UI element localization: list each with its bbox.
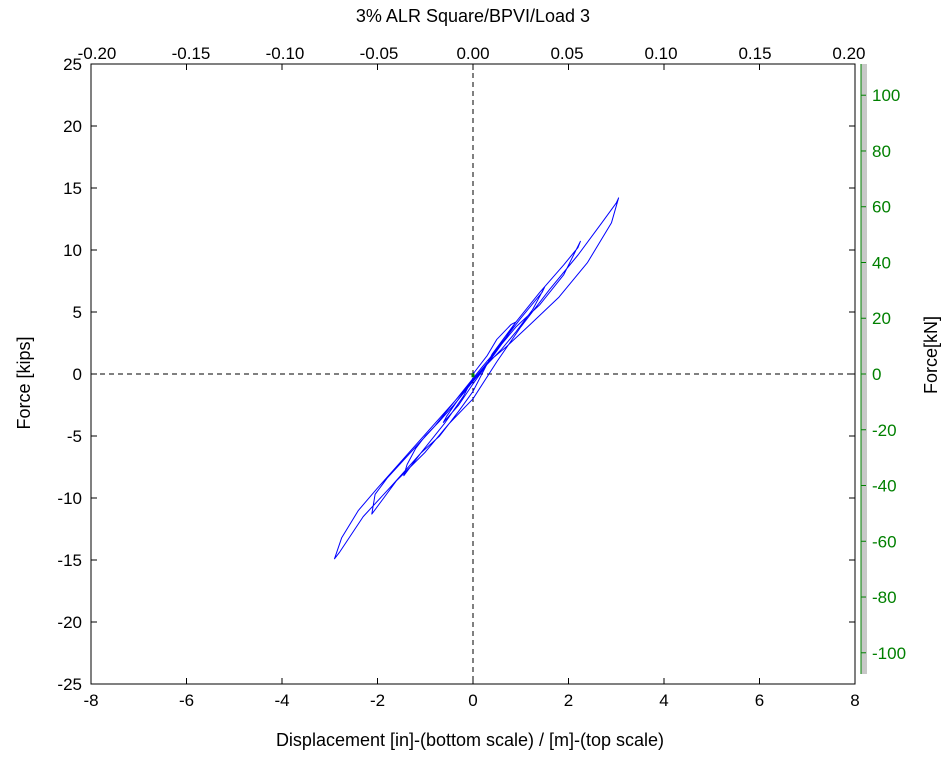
right-axis-band	[860, 64, 867, 674]
x-tick-label: -2	[370, 691, 385, 710]
y-right-tick-label: 100	[872, 86, 900, 105]
y-right-tick-label: 20	[872, 309, 891, 328]
y-tick-label: 5	[73, 303, 82, 322]
x-tick-label: -4	[274, 691, 289, 710]
y-axis-label: Force [kips]	[14, 336, 34, 429]
x-tick-label: 0	[468, 691, 477, 710]
y-tick-label: 0	[73, 365, 82, 384]
y-tick-label: -20	[57, 613, 82, 632]
right-axis: -100 -80 -60 -40 -20 0 20 40 60 80 100	[861, 86, 906, 663]
right-axis-band-rect	[861, 64, 867, 674]
y-right-tick-label: -40	[872, 477, 897, 496]
x-top-tick-label: -0.15	[172, 44, 211, 63]
x-top-tick-label: 0.15	[738, 44, 771, 63]
y-tick-label: 25	[63, 55, 82, 74]
x-top-tick-label: 0.00	[456, 44, 489, 63]
left-axis: -25 -20 -15 -10 -5 0 5 10 15 20 25	[57, 55, 855, 694]
y-right-tick-label: 40	[872, 253, 891, 272]
y-right-tick-label: -60	[872, 532, 897, 551]
x-tick-label: -8	[83, 691, 98, 710]
x-top-tick-label: -0.05	[360, 44, 399, 63]
series-layer	[334, 197, 620, 560]
x-tick-label: 8	[850, 691, 859, 710]
top-axis: -0.20 -0.15 -0.10 -0.05 0.00 0.05 0.10 0.15 0.20	[78, 44, 866, 63]
y-tick-label: -5	[67, 427, 82, 446]
chart-title: 3% ALR Square/BPVI/Load 3	[356, 6, 590, 26]
origin-marker-layer	[471, 373, 475, 378]
x-top-tick-label: -0.10	[266, 44, 305, 63]
x-tick-label: 6	[755, 691, 764, 710]
y-right-tick-label: 0	[872, 365, 881, 384]
bottom-axis: -8 -6 -4 -2 0 2 4 6 8	[83, 64, 860, 710]
x-tick-label: -6	[179, 691, 194, 710]
origin-marker	[471, 373, 475, 378]
x-top-tick-label: 0.10	[644, 44, 677, 63]
y-right-tick-label: -100	[872, 644, 906, 663]
y-tick-label: 20	[63, 117, 82, 136]
series-line-0	[334, 197, 620, 560]
y-tick-label: -25	[57, 675, 82, 694]
y-right-tick-label: 80	[872, 142, 891, 161]
x-axis-label: Displacement [in]-(bottom scale) / [m]-(…	[276, 730, 664, 750]
y-tick-label: 10	[63, 241, 82, 260]
y-right-tick-label: -80	[872, 588, 897, 607]
y-right-tick-label: -20	[872, 421, 897, 440]
x-tick-label: 2	[564, 691, 573, 710]
y-tick-label: 15	[63, 179, 82, 198]
y-right-tick-label: 60	[872, 198, 891, 217]
y-right-axis-label: Force[kN]	[921, 316, 941, 394]
y-tick-label: -15	[57, 551, 82, 570]
x-top-tick-label: -0.20	[78, 44, 117, 63]
x-top-tick-label: 0.20	[832, 44, 865, 63]
y-tick-label: -10	[57, 489, 82, 508]
x-tick-label: 4	[659, 691, 668, 710]
x-top-tick-label: 0.05	[550, 44, 583, 63]
